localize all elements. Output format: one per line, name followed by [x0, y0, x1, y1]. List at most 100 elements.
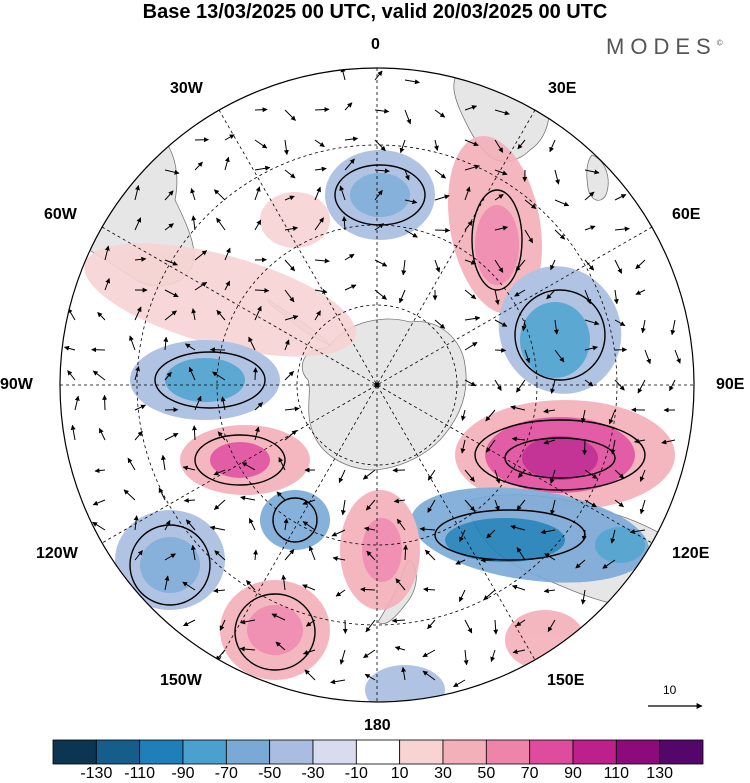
wind-vector	[637, 379, 646, 394]
wind-vector	[164, 190, 174, 201]
wind-vector	[216, 309, 226, 321]
wind-vector	[511, 436, 526, 442]
wind-vector	[403, 544, 409, 561]
wind-vector	[464, 379, 477, 387]
colorbar-swatch	[659, 739, 704, 765]
wind-vector	[554, 169, 560, 185]
wind-vector	[427, 499, 436, 513]
wind-vector	[584, 319, 600, 326]
wind-vector	[254, 219, 262, 231]
wind-vector	[190, 544, 196, 561]
wind-vector	[464, 105, 477, 111]
wind-vector	[281, 574, 287, 591]
wind-vector	[366, 550, 376, 561]
wind-vector	[674, 349, 681, 364]
lon-label-150w: 150W	[160, 672, 202, 689]
wind-vector	[190, 188, 196, 201]
wind-vector	[549, 469, 556, 484]
wind-vector	[164, 259, 178, 266]
wind-streamlines	[129, 164, 646, 671]
wind-vector	[278, 457, 286, 471]
wind-vector	[344, 158, 355, 171]
wind-vector	[644, 349, 651, 365]
colorbar-tick-label: 10	[390, 765, 409, 782]
modes-logo: MODES©	[606, 34, 723, 59]
wind-vector	[335, 589, 346, 597]
wind-vector	[401, 666, 407, 681]
wind-vector	[304, 669, 316, 681]
wind-vector	[584, 499, 597, 508]
lon-label-90w: 90W	[0, 376, 33, 393]
wind-vector	[434, 319, 446, 329]
wind-vector	[97, 312, 106, 321]
wind-vector	[524, 349, 531, 364]
wind-vector	[163, 336, 169, 351]
wind-vector	[584, 345, 598, 351]
wind-vector	[374, 189, 383, 201]
wind-vector	[661, 439, 676, 445]
wind-vector	[639, 499, 646, 515]
wind-vector	[490, 649, 496, 662]
wind-vector	[94, 468, 106, 474]
colorbar-tick-label: -30	[301, 765, 325, 782]
wind-vector	[433, 139, 439, 151]
wind-vector	[216, 217, 226, 231]
vortex-southeast-indian	[474, 419, 646, 491]
wind-vector	[134, 256, 147, 262]
wind-vector	[314, 310, 321, 321]
vortex-south-atlantic	[334, 164, 426, 226]
wind-vector	[283, 518, 289, 531]
wind-vector	[284, 549, 295, 561]
wind-vector	[614, 319, 626, 327]
wind-vector	[314, 166, 327, 172]
wind-vector	[399, 139, 406, 154]
wind-vector	[254, 107, 268, 113]
wind-vector	[314, 139, 325, 148]
wind-vector	[464, 341, 478, 351]
wind-vector	[393, 498, 406, 504]
wind-vector	[314, 107, 330, 113]
wind-vector	[276, 491, 286, 501]
wind-vector	[434, 194, 450, 201]
wind-vector	[494, 169, 508, 176]
colorbar-swatch	[225, 739, 271, 765]
wind-vector	[394, 646, 406, 651]
wind-vector	[188, 366, 196, 381]
wind-vector	[464, 469, 475, 482]
map-disk	[60, 68, 694, 702]
wind-vector	[494, 109, 510, 116]
wind-vector	[252, 367, 258, 381]
wind-vector	[164, 289, 179, 298]
wind-vector	[185, 519, 196, 531]
wind-vector	[404, 229, 418, 238]
wind-vector	[404, 109, 412, 125]
wind-vector	[164, 223, 174, 231]
wind-vector	[553, 319, 559, 335]
wind-vector	[248, 518, 256, 531]
wind-vector	[220, 396, 226, 411]
wind-vector	[134, 306, 142, 321]
wind-vector	[338, 469, 346, 484]
wind-vector	[284, 430, 297, 441]
wind-vector	[365, 499, 376, 511]
wind-vector	[254, 186, 261, 201]
lon-label-180: 180	[364, 717, 391, 734]
wind-vector	[399, 289, 406, 304]
wind-vector	[543, 408, 556, 414]
wind-vector	[70, 424, 76, 441]
wind-vector	[363, 649, 376, 659]
wind-vector	[483, 589, 496, 601]
colorbar-swatch	[529, 739, 574, 765]
wind-vector	[423, 586, 436, 592]
wind-vector	[464, 289, 477, 300]
wind-vector	[669, 379, 676, 392]
colorbar-swatch	[399, 739, 444, 765]
wind-vector	[164, 371, 172, 381]
wind-vector	[339, 649, 346, 665]
wind-vector	[510, 524, 526, 531]
lon-label-30w: 30W	[170, 80, 203, 97]
wind-vector	[344, 284, 357, 291]
lon-label-120w: 120W	[36, 545, 78, 562]
wind-vector	[374, 108, 390, 114]
wind-vector	[395, 578, 406, 591]
